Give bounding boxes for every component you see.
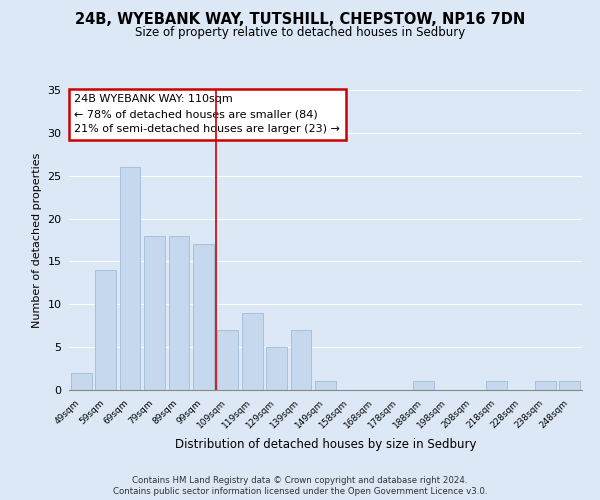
Bar: [95, 270, 116, 390]
Text: Size of property relative to detached houses in Sedbury: Size of property relative to detached ho…: [135, 26, 465, 39]
Bar: [315, 382, 336, 390]
Text: Contains HM Land Registry data © Crown copyright and database right 2024.: Contains HM Land Registry data © Crown c…: [132, 476, 468, 485]
Text: 24B, WYEBANK WAY, TUTSHILL, CHEPSTOW, NP16 7DN: 24B, WYEBANK WAY, TUTSHILL, CHEPSTOW, NP…: [75, 12, 525, 28]
Bar: [535, 382, 556, 390]
Y-axis label: Number of detached properties: Number of detached properties: [32, 152, 41, 328]
Bar: [71, 373, 92, 390]
Bar: [413, 382, 434, 390]
Bar: [144, 236, 165, 390]
Bar: [242, 313, 263, 390]
Bar: [217, 330, 238, 390]
Bar: [486, 382, 507, 390]
Text: 24B WYEBANK WAY: 110sqm
← 78% of detached houses are smaller (84)
21% of semi-de: 24B WYEBANK WAY: 110sqm ← 78% of detache…: [74, 94, 340, 134]
Text: Contains public sector information licensed under the Open Government Licence v3: Contains public sector information licen…: [113, 487, 487, 496]
Bar: [290, 330, 311, 390]
Bar: [119, 167, 140, 390]
Bar: [266, 347, 287, 390]
Bar: [193, 244, 214, 390]
Bar: [559, 382, 580, 390]
X-axis label: Distribution of detached houses by size in Sedbury: Distribution of detached houses by size …: [175, 438, 476, 451]
Bar: [169, 236, 190, 390]
